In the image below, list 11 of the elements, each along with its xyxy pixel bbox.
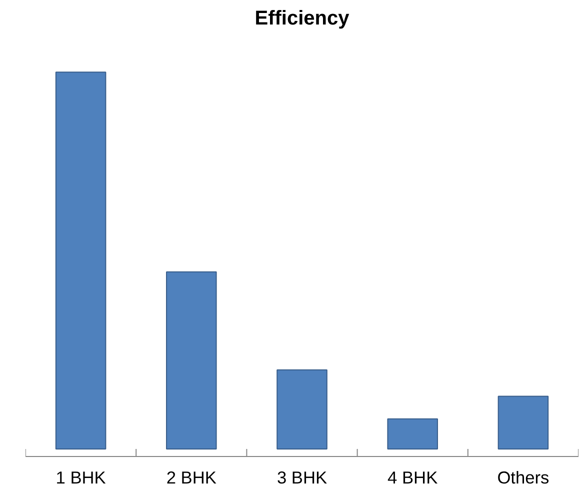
bar [498, 396, 549, 450]
x-tick-label: 1 BHK [56, 468, 106, 488]
x-tick-label: 2 BHK [166, 468, 217, 488]
bar [276, 369, 328, 450]
x-tick-label: 4 BHK [388, 468, 438, 488]
bar [166, 271, 217, 450]
bar [55, 72, 106, 450]
x-tick-label: 3 BHK [276, 468, 328, 488]
bar [387, 418, 438, 450]
chart-title: Efficiency [254, 8, 350, 30]
x-tick-label: Others [497, 468, 550, 488]
